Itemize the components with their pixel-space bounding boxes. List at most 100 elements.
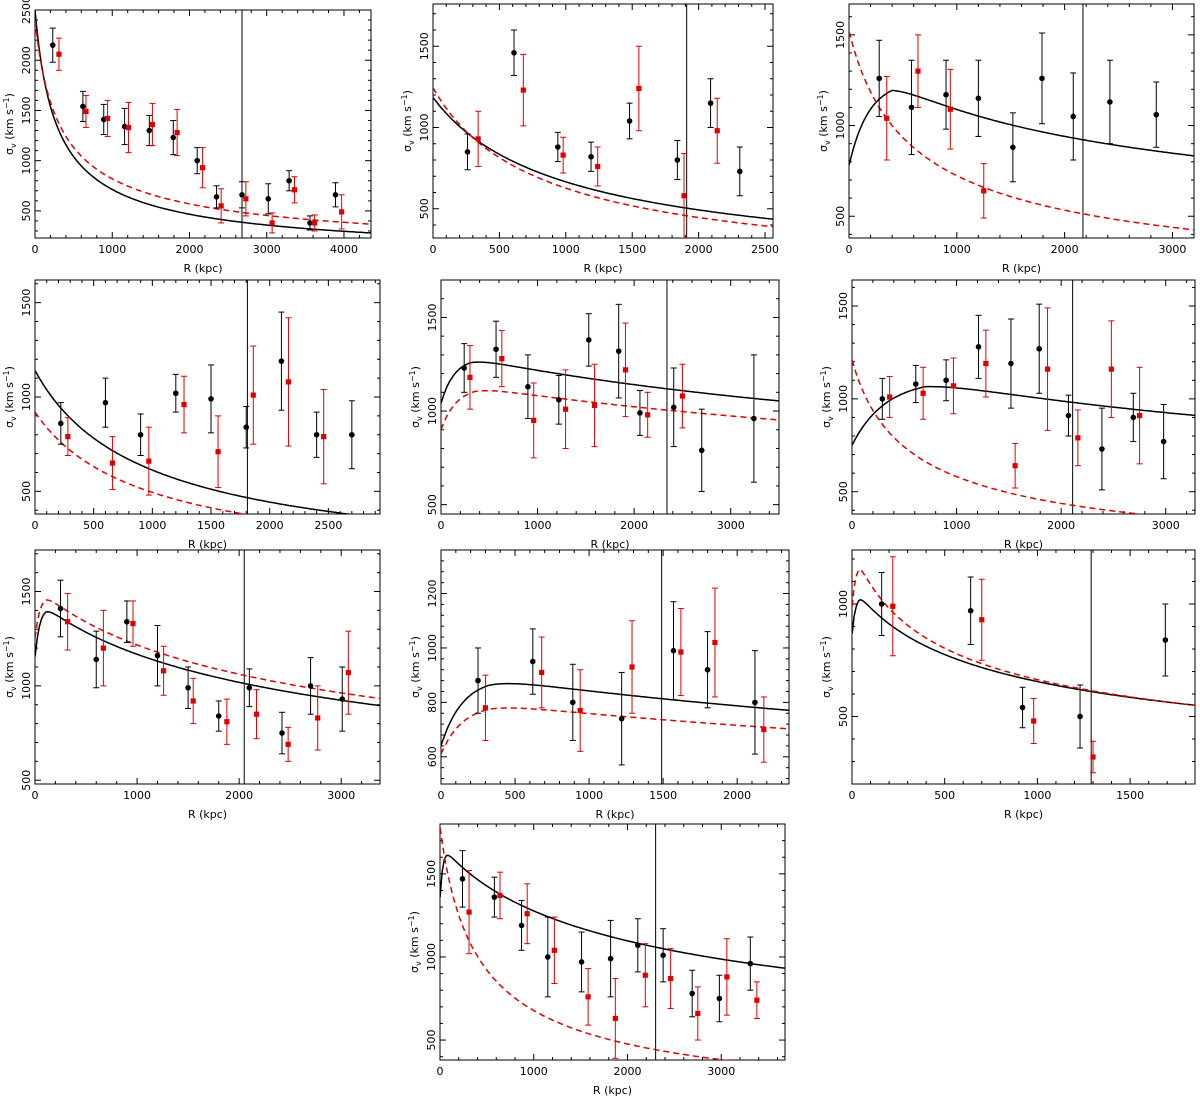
data-point-black [185,684,191,691]
data-point-red [174,129,180,136]
x-tick-label: 0 [32,519,39,532]
data-point-black [752,699,758,706]
data-point-black [265,196,272,202]
x-tick-label: 2000 [175,243,203,256]
x-tick-label: 1000 [575,789,603,802]
data-point-red [105,115,111,122]
data-point-red [1136,412,1143,419]
data-point-black [80,103,86,110]
y-tick-label: 1500 [20,96,33,124]
data-point-black [349,431,355,438]
y-axis-label: σv (km s−1) [407,911,423,973]
panel-10: 0 1000 2000 3000 500 1000 1500 R (kpc) σv (km s−… [407,823,786,1097]
data-point-black [1130,414,1137,421]
x-tick-label: 3000 [707,1065,735,1078]
x-tick-label: 3000 [327,789,355,802]
data-point-red [466,909,472,915]
data-point-black [1162,637,1169,643]
data-point-red [979,617,985,623]
data-point-black [194,157,201,164]
data-point-black [626,118,633,124]
data-point-red [65,619,71,625]
x-tick-label: 0 [438,789,445,802]
data-point-black [279,730,285,736]
y-tick-label: 1000 [20,383,33,411]
plot-frame [432,3,774,239]
data-point-red [291,187,298,193]
data-point-red [761,726,767,733]
data-point-black [670,647,677,654]
y-tick-label: 1000 [418,114,431,142]
data-point-red [884,115,890,121]
y-tick-label: 1500 [426,303,439,331]
data-point-red [65,434,71,440]
data-point-red [269,220,275,226]
data-point-red [695,1010,701,1017]
data-point-red [668,975,674,982]
x-tick-label: 0 [430,243,437,256]
data-point-black [1065,412,1072,419]
data-point-red [920,390,926,396]
data-point-red [531,417,537,423]
data-point-black [878,601,885,607]
data-point-red [56,51,62,57]
data-point-red [681,193,687,199]
data-point-black [707,100,714,106]
data-point-red [560,152,566,158]
data-point-red [1044,366,1051,372]
data-point-red [947,106,953,112]
x-tick-label: 1500 [618,243,646,256]
data-point-red [285,379,292,385]
data-point-black [313,431,320,438]
data-point-red [520,87,526,93]
x-axis-label: R (kpc) [1004,538,1043,551]
y-tick-label: 1000 [20,672,33,700]
model-curve-dashed [35,599,380,700]
data-point-black [967,607,974,614]
data-point-black [1107,99,1113,105]
y-axis-label: σv (km s−1) [400,90,416,152]
data-point-black [736,168,743,175]
data-point-black [57,605,64,612]
data-point-black [1153,111,1160,118]
y-tick-label: 1200 [426,580,439,608]
data-point-black [525,383,531,390]
data-point-black [146,127,153,134]
y-tick-label: 500 [837,706,850,727]
model-curve-solid [440,854,785,969]
panel-8: 0 500 1000 1500 2000 600 800 1000 1200 R (kpc) σv … [408,549,790,821]
x-tick-label: 2000 [620,519,648,532]
x-tick-label: 0 [437,1065,444,1078]
data-point-black [475,677,481,684]
y-tick-label: 1500 [834,21,847,49]
x-axis-label: R (kpc) [595,808,634,821]
y-tick-label: 500 [834,206,847,227]
y-axis-label: σv (km s−1) [2,366,18,428]
plot-frame [440,549,790,785]
data-point-black [243,424,250,430]
x-axis-label: R (kpc) [183,262,222,275]
data-point-red [315,715,321,721]
model-curve-solid [852,598,1195,706]
plot-frame [851,549,1196,785]
data-point-black [908,104,915,111]
data-point-red [345,670,351,676]
model-curve-solid [35,370,354,514]
data-point-red [497,892,503,899]
model-curve-dashed [849,31,1194,231]
data-point-red [321,434,327,440]
y-axis-label: σv (km s−1) [2,93,18,155]
data-point-red [983,360,989,367]
model-curve-solid [441,361,779,404]
y-axis-label: σv (km s−1) [816,90,832,152]
x-tick-label: 0 [32,789,39,802]
data-point-black [137,431,144,438]
data-point-red [146,458,152,464]
data-point-red [595,163,601,170]
y-tick-label: 1500 [837,292,850,320]
plot-frame [439,823,786,1061]
y-tick-label: 500 [20,770,33,791]
y-axis-label: σv (km s−1) [408,366,424,428]
x-axis-label: R (kpc) [188,808,227,821]
data-point-red [712,639,718,646]
